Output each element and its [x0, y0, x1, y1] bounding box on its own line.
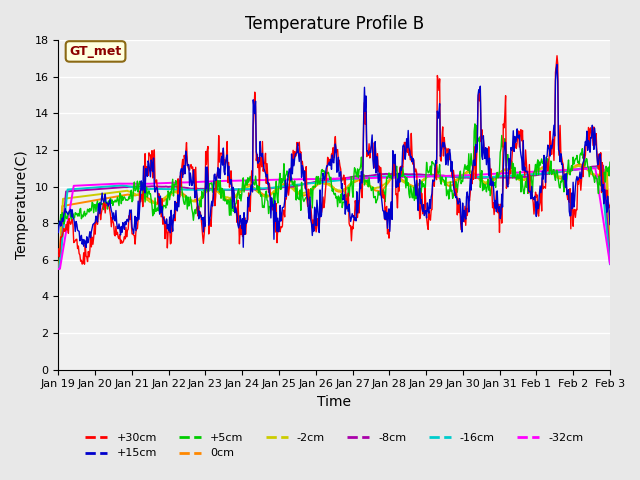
Text: GT_met: GT_met [69, 45, 122, 58]
X-axis label: Time: Time [317, 395, 351, 409]
Title: Temperature Profile B: Temperature Profile B [244, 15, 424, 33]
Y-axis label: Temperature(C): Temperature(C) [15, 151, 29, 259]
Legend: +30cm, +15cm, +5cm, 0cm, -2cm, -8cm, -16cm, -32cm: +30cm, +15cm, +5cm, 0cm, -2cm, -8cm, -16… [81, 429, 588, 463]
